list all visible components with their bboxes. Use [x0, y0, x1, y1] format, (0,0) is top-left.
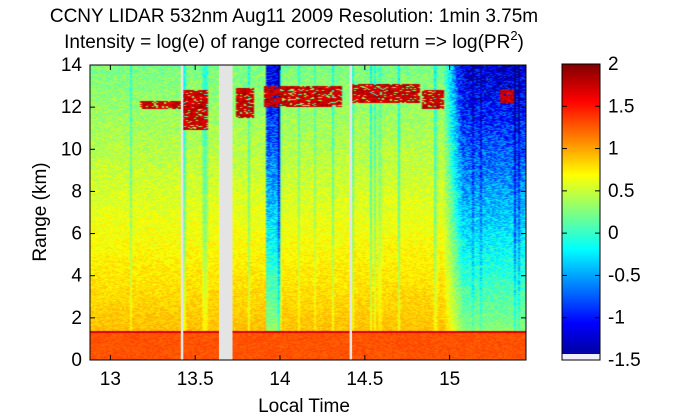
data-gap-band [349, 65, 353, 360]
data-gaps [180, 65, 353, 360]
chart-title-line2-prefix: Intensity = log(e) of range corrected re… [64, 32, 510, 53]
colorbar-ticks: -1.5 -1 -0.5 0 0.5 1 1.5 2 [562, 54, 641, 371]
data-gap-band [218, 65, 233, 360]
y-axis-ticks: 0 2 4 6 8 10 12 14 [61, 55, 526, 371]
x-tick-label: 13.5 [177, 369, 214, 390]
y-tick-label: 2 [71, 308, 82, 329]
x-tick-label: 15 [439, 369, 460, 390]
chart-title-line1: CCNY LIDAR 532nm Aug11 2009 Resolution: … [50, 6, 538, 27]
colorbar-floor-swatch [562, 354, 600, 360]
chart-title-line2-superscript: 2 [510, 28, 517, 43]
y-tick-label: 12 [61, 97, 82, 118]
colorbar-gradient [562, 64, 600, 360]
y-tick-label: 4 [71, 266, 82, 287]
data-gap-band [180, 65, 184, 360]
y-tick-label: 10 [61, 139, 82, 160]
x-tick-label: 13 [100, 369, 121, 390]
colorbar-tick-label: 1.5 [608, 96, 634, 117]
heatmap-plot-area: 13 13.5 14 14.5 15 0 2 4 6 8 10 12 14 [61, 55, 527, 390]
colorbar-frame [561, 63, 601, 361]
colorbar-tick-label: 2 [608, 54, 619, 75]
chart-title-line2-suffix: ) [518, 32, 524, 53]
y-tick-label: 14 [61, 55, 83, 76]
chart-title-line2: Intensity = log(e) of range corrected re… [64, 28, 524, 53]
colorbar-tick-label: 0 [608, 223, 619, 244]
colorbar: -1.5 -1 -0.5 0 0.5 1 1.5 2 [561, 54, 641, 371]
y-tick-label: 8 [71, 181, 82, 202]
x-tick-label: 14 [269, 369, 291, 390]
x-tick-label: 14.5 [346, 369, 383, 390]
y-axis-label: Range (km) [30, 162, 51, 261]
colorbar-tick-label: 1 [608, 139, 619, 160]
plot-frame [89, 64, 527, 361]
x-axis-label: Local Time [258, 396, 350, 417]
y-tick-label: 0 [71, 350, 82, 371]
x-axis-ticks: 13 13.5 14 14.5 15 [100, 65, 460, 390]
colorbar-tick-label: -1.5 [608, 350, 641, 371]
colorbar-tick-label: -0.5 [608, 265, 641, 286]
colorbar-tick-label: -1 [608, 308, 625, 329]
y-tick-label: 6 [71, 224, 82, 245]
colorbar-tick-label: 0.5 [608, 181, 634, 202]
lidar-heatmap [90, 65, 526, 360]
